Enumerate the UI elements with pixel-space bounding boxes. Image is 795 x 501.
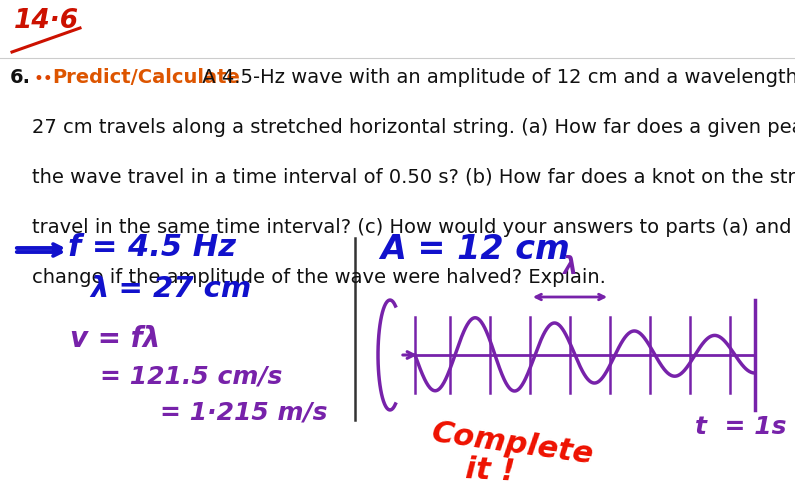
- Text: λ: λ: [563, 255, 577, 279]
- Text: f = 4.5 Hz: f = 4.5 Hz: [68, 233, 236, 262]
- Text: t  = 1s: t = 1s: [695, 415, 786, 439]
- Text: 14·6: 14·6: [14, 8, 80, 34]
- Text: it !: it !: [465, 455, 516, 486]
- Text: A = 12 cm: A = 12 cm: [380, 233, 570, 266]
- Text: ••: ••: [34, 70, 54, 88]
- Text: the wave travel in a time interval of 0.50 s? (b) How far does a knot on the str: the wave travel in a time interval of 0.…: [32, 168, 795, 187]
- Text: λ = 27 cm: λ = 27 cm: [90, 275, 251, 303]
- Text: v = fλ: v = fλ: [70, 325, 161, 353]
- Text: Predict/Calculate: Predict/Calculate: [52, 68, 240, 87]
- Text: Complete: Complete: [430, 418, 595, 469]
- Text: change if the amplitude of the wave were halved? Explain.: change if the amplitude of the wave were…: [32, 268, 606, 287]
- Text: travel in the same time interval? (c) How would your answers to parts (a) and (b: travel in the same time interval? (c) Ho…: [32, 218, 795, 237]
- Text: A 4.5-Hz wave with an amplitude of 12 cm and a wavelength of: A 4.5-Hz wave with an amplitude of 12 cm…: [196, 68, 795, 87]
- Text: 6.: 6.: [10, 68, 31, 87]
- Text: 27 cm travels along a stretched horizontal string. (a) How far does a given peak: 27 cm travels along a stretched horizont…: [32, 118, 795, 137]
- Text: = 1·215 m/s: = 1·215 m/s: [160, 400, 328, 424]
- Text: = 121.5 cm/s: = 121.5 cm/s: [100, 365, 282, 389]
